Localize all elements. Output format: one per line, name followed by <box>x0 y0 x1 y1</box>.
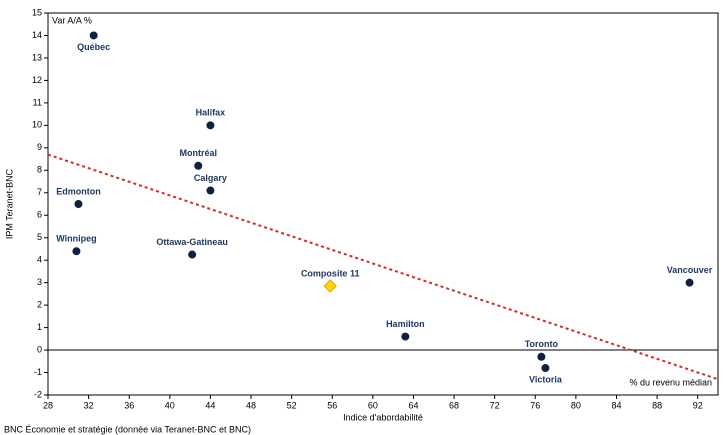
point-label: Edmonton <box>56 186 101 196</box>
x-tick-label: 40 <box>165 400 175 410</box>
plot-frame <box>47 12 719 396</box>
trend-line <box>47 153 719 381</box>
x-tick-label: 32 <box>84 400 94 410</box>
x-tick-label: 72 <box>490 400 500 410</box>
point <box>194 161 203 170</box>
x-tick-label: 68 <box>449 400 459 410</box>
x-tick-label: 28 <box>43 400 53 410</box>
x-tick-label: 36 <box>124 400 134 410</box>
y-tick-label: 13 <box>32 52 42 62</box>
point-label: Québec <box>77 42 110 52</box>
point <box>74 200 83 208</box>
y-tick-label: 10 <box>32 120 42 130</box>
point <box>537 352 546 361</box>
x-axis-label: Indice d'abordabilité <box>343 412 423 422</box>
y-tick-label: 1 <box>37 322 42 332</box>
point <box>541 364 550 373</box>
y-tick-label: 8 <box>37 165 42 175</box>
y-tick-label: 7 <box>37 187 42 197</box>
x-tick-label: 92 <box>693 400 703 410</box>
x-tick-label: 84 <box>611 400 621 410</box>
x-tick-label: 48 <box>246 400 256 410</box>
point-label: Calgary <box>194 173 227 183</box>
x-tick-label: 56 <box>327 400 337 410</box>
point-label: Hamilton <box>386 319 425 329</box>
point-label: Montréal <box>179 148 217 158</box>
annotation: Var A/A % <box>52 15 92 25</box>
y-tick-label: -2 <box>34 389 42 399</box>
point <box>72 247 81 256</box>
y-tick-label: 4 <box>37 255 42 265</box>
x-tick-label: 52 <box>287 400 297 410</box>
point <box>89 31 98 40</box>
x-tick-label: 44 <box>205 400 215 410</box>
point <box>206 121 215 130</box>
x-tick-label: 80 <box>571 400 581 410</box>
point <box>685 278 694 287</box>
y-tick-label: 11 <box>33 97 42 107</box>
x-tick-label: 64 <box>408 400 418 410</box>
y-tick-label: 9 <box>37 142 42 152</box>
point <box>323 279 337 293</box>
point-label: Winnipeg <box>56 234 96 244</box>
y-tick-label: 0 <box>37 344 42 354</box>
point-label: Vancouver <box>667 265 713 275</box>
point-label: Victoria <box>529 374 563 384</box>
y-tick-label: 15 <box>32 7 42 17</box>
y-tick-label: 2 <box>37 299 42 309</box>
point <box>188 250 197 259</box>
point <box>206 186 215 195</box>
y-tick-label: 12 <box>32 75 42 85</box>
point <box>401 332 410 341</box>
point-label: Toronto <box>525 339 559 349</box>
point-label: Halifax <box>196 108 226 118</box>
y-tick-label: -1 <box>34 367 42 377</box>
y-tick-label: 6 <box>37 210 42 220</box>
y-tick-label: 14 <box>32 30 42 40</box>
x-tick-label: 88 <box>652 400 662 410</box>
point-label: Composite 11 <box>301 268 360 278</box>
annotation: % du revenu médian <box>629 377 712 387</box>
x-tick-label: 60 <box>368 400 378 410</box>
x-tick-label: 76 <box>530 400 540 410</box>
y-tick-label: 3 <box>37 277 42 287</box>
y-tick-label: 5 <box>37 232 42 242</box>
point-label: Ottawa-Gatineau <box>156 237 228 247</box>
y-axis-label: IPM Teranet-BNC <box>4 168 14 239</box>
source: BNC Économie et stratégie (donnée via Te… <box>4 424 251 434</box>
